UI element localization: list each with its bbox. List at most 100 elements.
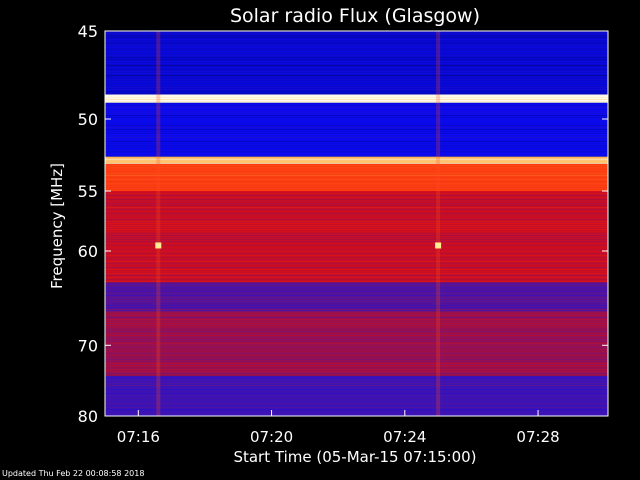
texture-stripe bbox=[105, 201, 608, 202]
texture-stripe bbox=[105, 349, 608, 350]
texture-stripe bbox=[105, 335, 608, 336]
texture-stripe bbox=[105, 311, 608, 312]
texture-stripe bbox=[105, 345, 608, 346]
frequency-band-3 bbox=[105, 156, 608, 164]
texture-stripe bbox=[105, 261, 608, 262]
texture-stripe bbox=[105, 365, 608, 366]
texture-stripe bbox=[105, 353, 608, 354]
texture-stripe bbox=[105, 67, 608, 68]
texture-stripe bbox=[105, 159, 608, 160]
texture-stripe bbox=[105, 263, 608, 264]
texture-stripe bbox=[105, 267, 608, 268]
texture-stripe bbox=[105, 131, 608, 132]
texture-stripe bbox=[105, 155, 608, 156]
texture-stripe bbox=[105, 177, 608, 178]
texture-stripe bbox=[105, 383, 608, 384]
texture-stripe bbox=[105, 129, 608, 130]
texture-stripe bbox=[105, 387, 608, 388]
texture-stripe bbox=[105, 83, 608, 84]
y-axis-label: Frequency [MHz] bbox=[48, 163, 66, 289]
texture-stripe bbox=[105, 169, 608, 170]
texture-stripe bbox=[105, 79, 608, 80]
texture-stripe bbox=[105, 151, 608, 152]
texture-stripe bbox=[105, 77, 608, 78]
texture-stripe bbox=[105, 377, 608, 378]
texture-stripe bbox=[105, 63, 608, 64]
texture-stripe bbox=[105, 221, 608, 222]
texture-stripe bbox=[105, 285, 608, 286]
texture-stripe bbox=[105, 125, 608, 126]
texture-stripe bbox=[105, 393, 608, 394]
texture-stripe bbox=[105, 337, 608, 338]
texture-stripe bbox=[105, 409, 608, 410]
texture-stripe bbox=[105, 347, 608, 348]
texture-stripe bbox=[105, 271, 608, 272]
y-tick-label: 60 bbox=[78, 242, 98, 261]
texture-stripe bbox=[105, 107, 608, 108]
texture-stripe bbox=[105, 241, 608, 242]
texture-stripe bbox=[105, 113, 608, 114]
texture-stripe bbox=[105, 331, 608, 332]
texture-stripe bbox=[105, 103, 608, 104]
texture-stripe bbox=[105, 35, 608, 36]
texture-stripe bbox=[105, 315, 608, 316]
y-axis: 45 50 55 60 70 80 bbox=[78, 22, 608, 426]
texture-stripe bbox=[105, 407, 608, 408]
texture-stripe bbox=[105, 91, 608, 92]
texture-stripe bbox=[105, 293, 608, 294]
burst-hotspot-0 bbox=[155, 242, 162, 249]
burst-hotspot-1 bbox=[435, 242, 442, 249]
chart-title: Solar radio Flux (Glasgow) bbox=[230, 5, 480, 27]
texture-stripe bbox=[105, 49, 608, 50]
texture-stripe bbox=[105, 101, 608, 102]
texture-stripe bbox=[105, 61, 608, 62]
plot-frame bbox=[104, 30, 609, 417]
texture-stripe bbox=[105, 203, 608, 204]
texture-stripe bbox=[105, 249, 608, 250]
texture-stripe bbox=[105, 171, 608, 172]
texture-stripe bbox=[105, 115, 608, 116]
texture-stripe bbox=[105, 367, 608, 368]
texture-stripe bbox=[105, 391, 608, 392]
texture-stripe bbox=[105, 329, 608, 330]
texture-stripe bbox=[105, 197, 608, 198]
texture-stripe bbox=[105, 175, 608, 176]
texture-stripe bbox=[105, 245, 608, 246]
texture-stripe bbox=[105, 411, 608, 412]
texture-stripe bbox=[105, 317, 608, 318]
texture-stripe bbox=[105, 191, 608, 192]
texture-stripe bbox=[105, 371, 608, 372]
texture-stripe bbox=[105, 291, 608, 292]
texture-stripe bbox=[105, 215, 608, 216]
texture-stripe bbox=[105, 269, 608, 270]
texture-stripe bbox=[105, 361, 608, 362]
texture-stripe bbox=[105, 321, 608, 322]
frequency-band-1 bbox=[105, 94, 608, 103]
texture-stripe bbox=[105, 45, 608, 46]
texture-stripe bbox=[105, 253, 608, 254]
texture-stripe bbox=[105, 211, 608, 212]
texture-stripe bbox=[105, 149, 608, 150]
texture-stripe bbox=[105, 141, 608, 142]
texture-stripe bbox=[105, 309, 608, 310]
texture-stripe bbox=[105, 209, 608, 210]
texture-stripe bbox=[105, 89, 608, 90]
texture-stripe bbox=[105, 225, 608, 226]
texture-stripe bbox=[105, 243, 608, 244]
texture-stripe bbox=[105, 127, 608, 128]
texture-stripe bbox=[105, 251, 608, 252]
texture-stripe bbox=[105, 255, 608, 256]
spectrogram-plot-area bbox=[105, 31, 608, 416]
texture-stripe bbox=[105, 179, 608, 180]
texture-stripe bbox=[105, 379, 608, 380]
texture-stripe bbox=[105, 259, 608, 260]
texture-stripe bbox=[105, 303, 608, 304]
burst-column-1 bbox=[436, 31, 441, 416]
texture-stripes bbox=[105, 31, 608, 416]
texture-stripe bbox=[105, 413, 608, 414]
texture-stripe bbox=[105, 143, 608, 144]
texture-stripe bbox=[105, 227, 608, 228]
texture-stripe bbox=[105, 153, 608, 154]
texture-stripe bbox=[105, 165, 608, 166]
texture-stripe bbox=[105, 357, 608, 358]
